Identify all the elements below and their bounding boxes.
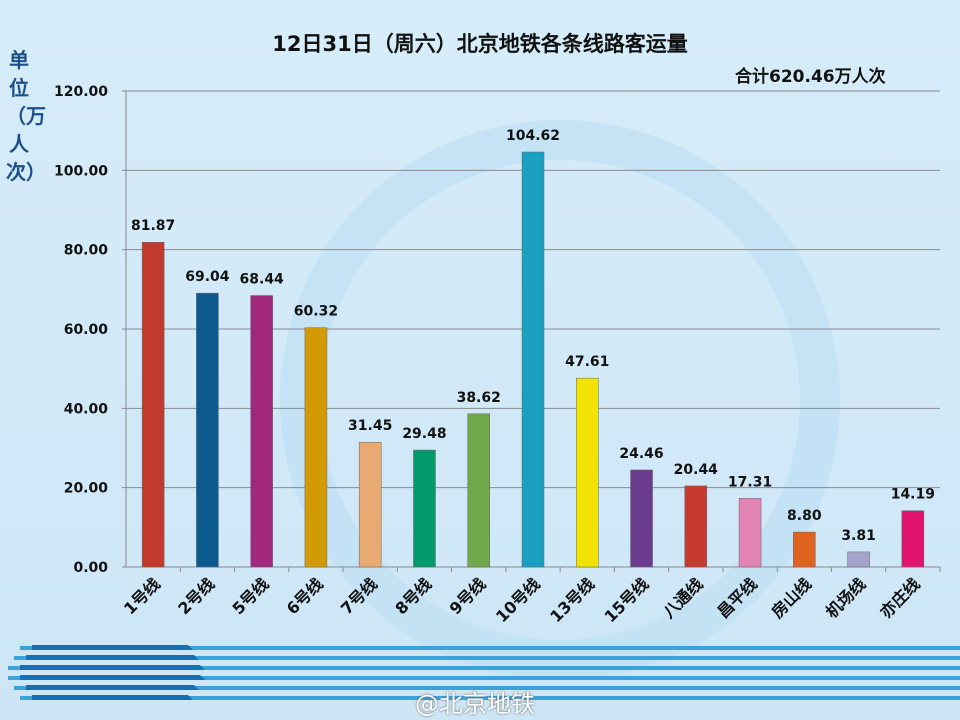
data-label: 81.87 bbox=[131, 218, 175, 234]
y-tick-label: 20.00 bbox=[64, 481, 109, 497]
bar bbox=[684, 485, 708, 568]
y-tick-label: 0.00 bbox=[73, 560, 108, 576]
bar bbox=[358, 441, 382, 568]
category-label: 15号线 bbox=[601, 574, 653, 626]
y-tick-label: 80.00 bbox=[64, 243, 109, 259]
bar bbox=[250, 295, 273, 568]
chart-title: 12日31日（周六）北京地铁各条线路客运量 bbox=[272, 32, 688, 56]
bar bbox=[576, 377, 599, 568]
category-label: 6号线 bbox=[283, 574, 327, 618]
stripe bbox=[20, 665, 205, 670]
bar bbox=[141, 241, 165, 568]
stripe bbox=[20, 696, 960, 700]
bar bbox=[196, 292, 219, 568]
data-label: 47.61 bbox=[565, 354, 609, 370]
data-label: 8.80 bbox=[787, 508, 822, 524]
stripe bbox=[32, 645, 193, 650]
stripe bbox=[8, 676, 960, 680]
data-label: 14.19 bbox=[891, 487, 935, 503]
decorative-stripes bbox=[8, 645, 960, 700]
category-label: 1号线 bbox=[120, 574, 164, 618]
y-tick-label: 120.00 bbox=[54, 84, 108, 100]
y-tick-label: 40.00 bbox=[64, 401, 109, 417]
watermark-text: @北京地铁 bbox=[415, 690, 535, 718]
total-annotation: 合计620.46万人次 bbox=[735, 67, 886, 87]
category-label: 9号线 bbox=[446, 574, 490, 618]
y-tick-label: 100.00 bbox=[54, 163, 108, 179]
stripe bbox=[26, 655, 199, 660]
data-label: 104.62 bbox=[506, 128, 560, 144]
y-tick-label: 60.00 bbox=[64, 322, 109, 338]
bar bbox=[793, 531, 816, 568]
data-label: 20.44 bbox=[674, 462, 719, 478]
bar bbox=[467, 413, 490, 568]
data-label: 31.45 bbox=[348, 418, 392, 434]
bar bbox=[901, 510, 925, 568]
data-label: 38.62 bbox=[457, 390, 501, 406]
stripe bbox=[14, 686, 960, 690]
bar bbox=[738, 498, 762, 568]
category-label: 房山线 bbox=[768, 574, 815, 621]
category-label: 13号线 bbox=[546, 574, 598, 626]
data-label: 17.31 bbox=[728, 474, 772, 490]
data-label: 3.81 bbox=[841, 528, 876, 544]
data-label: 68.44 bbox=[240, 272, 285, 288]
stripe bbox=[20, 646, 960, 650]
bar bbox=[630, 469, 653, 568]
bar bbox=[304, 327, 328, 568]
stripe bbox=[20, 675, 205, 680]
category-label: 2号线 bbox=[174, 574, 218, 618]
stripe bbox=[14, 656, 960, 660]
bar bbox=[847, 551, 870, 568]
stripe bbox=[8, 666, 960, 670]
stripe bbox=[32, 695, 193, 700]
bar bbox=[413, 449, 436, 568]
stripe bbox=[26, 685, 199, 690]
data-label: 60.32 bbox=[294, 304, 338, 320]
category-label: 亦庄线 bbox=[876, 574, 923, 621]
data-label: 69.04 bbox=[185, 269, 230, 285]
category-label: 5号线 bbox=[229, 574, 273, 618]
category-label: 机场线 bbox=[822, 574, 869, 621]
data-label: 29.48 bbox=[402, 426, 446, 442]
data-label: 24.46 bbox=[619, 446, 663, 462]
bar bbox=[521, 151, 545, 568]
category-label: 10号线 bbox=[492, 574, 544, 626]
